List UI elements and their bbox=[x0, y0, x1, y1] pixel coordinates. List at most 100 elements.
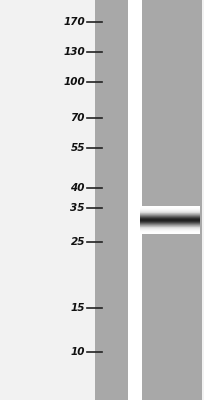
Bar bbox=[150, 231, 152, 232]
Bar bbox=[140, 227, 200, 228]
Bar bbox=[170, 228, 172, 229]
Bar bbox=[198, 232, 200, 233]
Bar bbox=[146, 215, 148, 216]
Bar bbox=[154, 219, 156, 220]
Bar bbox=[176, 228, 178, 229]
Bar bbox=[174, 216, 176, 217]
Bar bbox=[150, 218, 152, 219]
Bar bbox=[166, 206, 168, 207]
Bar bbox=[162, 206, 164, 207]
Text: 35: 35 bbox=[71, 203, 85, 213]
Bar bbox=[182, 226, 184, 227]
Bar bbox=[194, 208, 196, 209]
Bar bbox=[148, 220, 150, 221]
Bar bbox=[182, 206, 184, 207]
Bar bbox=[158, 213, 160, 214]
Bar bbox=[158, 225, 160, 226]
Bar bbox=[170, 224, 172, 225]
Bar bbox=[162, 218, 164, 219]
Bar bbox=[152, 220, 154, 221]
Bar bbox=[184, 219, 186, 220]
Bar bbox=[146, 226, 148, 227]
Bar bbox=[172, 213, 174, 214]
Bar bbox=[186, 215, 188, 216]
Bar bbox=[150, 221, 152, 222]
Bar bbox=[150, 222, 152, 223]
Bar bbox=[178, 226, 180, 227]
Bar bbox=[152, 210, 154, 211]
Text: 170: 170 bbox=[63, 17, 85, 27]
Bar bbox=[176, 232, 178, 233]
Bar bbox=[158, 216, 160, 217]
Bar bbox=[154, 209, 156, 210]
Bar bbox=[142, 212, 144, 213]
Bar bbox=[192, 219, 194, 220]
Bar bbox=[170, 227, 172, 228]
Bar bbox=[160, 216, 162, 217]
Bar bbox=[146, 212, 148, 213]
Bar bbox=[184, 218, 186, 219]
Bar bbox=[196, 218, 198, 219]
Bar bbox=[176, 216, 178, 217]
Bar bbox=[168, 210, 170, 211]
Bar bbox=[152, 229, 154, 230]
Bar bbox=[190, 224, 192, 225]
Bar bbox=[144, 212, 146, 213]
Bar bbox=[174, 214, 176, 215]
Bar bbox=[178, 228, 180, 229]
Bar bbox=[162, 211, 164, 212]
Bar bbox=[178, 217, 180, 218]
Bar bbox=[194, 211, 196, 212]
Bar bbox=[168, 207, 170, 208]
Bar bbox=[192, 214, 194, 215]
Bar bbox=[144, 211, 146, 212]
Bar bbox=[174, 218, 176, 219]
Bar bbox=[140, 230, 200, 231]
Bar bbox=[174, 222, 176, 223]
Bar bbox=[198, 223, 200, 224]
Bar bbox=[162, 209, 164, 210]
Bar bbox=[180, 206, 182, 207]
Bar bbox=[140, 217, 142, 218]
Bar bbox=[174, 215, 176, 216]
Bar bbox=[184, 207, 186, 208]
Bar bbox=[176, 214, 178, 215]
Bar bbox=[168, 228, 170, 229]
Bar bbox=[140, 211, 142, 212]
Bar bbox=[166, 227, 168, 228]
Bar bbox=[186, 221, 188, 222]
Bar bbox=[168, 219, 170, 220]
Bar bbox=[160, 213, 162, 214]
Bar bbox=[156, 232, 158, 233]
Bar bbox=[182, 215, 184, 216]
Bar bbox=[146, 210, 148, 211]
Bar bbox=[184, 221, 186, 222]
Bar bbox=[166, 232, 168, 233]
Bar bbox=[176, 206, 178, 207]
Bar bbox=[160, 210, 162, 211]
Bar bbox=[178, 220, 180, 221]
Bar bbox=[194, 221, 196, 222]
Bar bbox=[164, 231, 166, 232]
Bar bbox=[142, 211, 144, 212]
Bar bbox=[190, 231, 192, 232]
Bar bbox=[174, 207, 176, 208]
Bar bbox=[174, 221, 176, 222]
Bar bbox=[190, 229, 192, 230]
Bar bbox=[184, 212, 186, 213]
Bar bbox=[156, 213, 158, 214]
Bar bbox=[178, 223, 180, 224]
Bar bbox=[164, 221, 166, 222]
Bar bbox=[142, 210, 144, 211]
Bar bbox=[198, 229, 200, 230]
Bar bbox=[198, 212, 200, 213]
Bar bbox=[160, 231, 162, 232]
Bar bbox=[166, 216, 168, 217]
Bar bbox=[198, 209, 200, 210]
Bar bbox=[146, 221, 148, 222]
Bar bbox=[180, 217, 182, 218]
Bar bbox=[144, 210, 146, 211]
Bar bbox=[148, 232, 150, 233]
Bar bbox=[196, 228, 198, 229]
Bar bbox=[146, 206, 148, 207]
